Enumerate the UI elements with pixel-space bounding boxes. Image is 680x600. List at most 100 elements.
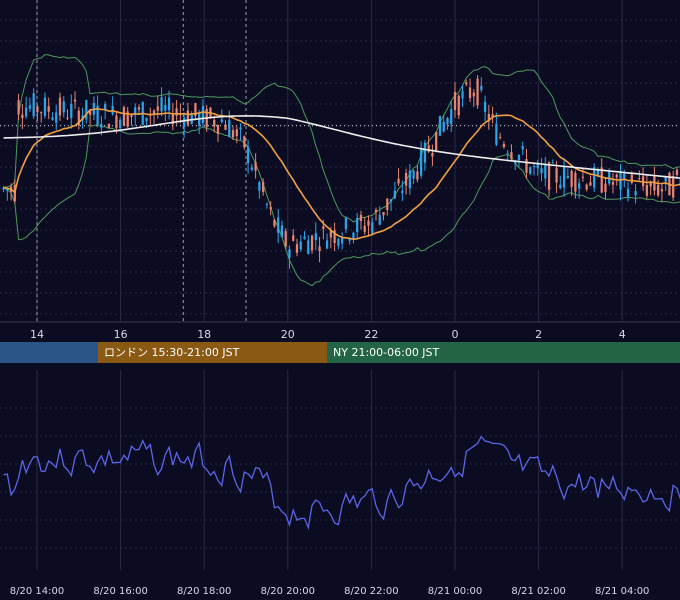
candle[interactable] <box>156 106 159 111</box>
candle[interactable] <box>17 100 20 115</box>
candle[interactable] <box>431 152 434 157</box>
candle[interactable] <box>574 172 577 192</box>
candle[interactable] <box>70 103 73 118</box>
candle[interactable] <box>438 115 442 136</box>
candle[interactable] <box>145 117 148 122</box>
candle[interactable] <box>386 198 389 210</box>
candle[interactable] <box>329 230 332 238</box>
candle[interactable] <box>547 162 551 190</box>
candle[interactable] <box>258 182 261 191</box>
candle[interactable] <box>600 167 603 193</box>
candle[interactable] <box>363 225 366 232</box>
candle[interactable] <box>435 131 438 151</box>
candle[interactable] <box>559 184 562 188</box>
candle[interactable] <box>239 127 242 130</box>
candle[interactable] <box>664 176 667 182</box>
candle[interactable] <box>126 111 129 127</box>
candle[interactable] <box>32 93 35 117</box>
candle[interactable] <box>581 176 585 178</box>
candle[interactable] <box>325 240 329 249</box>
candle[interactable] <box>634 191 637 196</box>
candle[interactable] <box>167 97 171 111</box>
candle[interactable] <box>499 137 502 139</box>
candle[interactable] <box>483 101 487 112</box>
candle[interactable] <box>352 232 355 239</box>
candle[interactable] <box>277 217 280 233</box>
candle[interactable] <box>510 152 513 159</box>
candle[interactable] <box>672 176 675 198</box>
candle[interactable] <box>77 110 80 126</box>
candle[interactable] <box>62 101 65 113</box>
candle[interactable] <box>514 160 517 164</box>
candle[interactable] <box>96 105 99 125</box>
candle[interactable] <box>337 239 340 246</box>
candle[interactable] <box>472 92 475 97</box>
candle[interactable] <box>2 187 5 190</box>
candle[interactable] <box>341 237 344 244</box>
candle[interactable] <box>480 85 483 91</box>
candle[interactable] <box>457 95 460 116</box>
candle[interactable] <box>137 107 141 110</box>
candle[interactable] <box>220 119 223 123</box>
candle[interactable] <box>130 115 133 117</box>
candle[interactable] <box>119 119 122 129</box>
candle[interactable] <box>423 142 427 163</box>
candle[interactable] <box>495 123 498 145</box>
candle[interactable] <box>551 162 554 164</box>
candle[interactable] <box>626 188 630 198</box>
candle[interactable] <box>412 170 415 179</box>
candle[interactable] <box>310 235 314 251</box>
candle[interactable] <box>292 235 295 241</box>
candle[interactable] <box>408 170 411 189</box>
candle[interactable] <box>280 225 284 238</box>
candle[interactable] <box>404 172 408 186</box>
candle[interactable] <box>382 212 385 216</box>
candle[interactable] <box>371 222 374 234</box>
candle[interactable] <box>66 117 69 119</box>
candle[interactable] <box>427 145 430 152</box>
candle[interactable] <box>6 189 9 191</box>
candle[interactable] <box>43 97 47 116</box>
candle[interactable] <box>401 190 404 194</box>
candle[interactable] <box>314 233 317 240</box>
candle[interactable] <box>660 189 664 192</box>
candle[interactable] <box>675 169 679 175</box>
candle[interactable] <box>122 107 126 126</box>
candle[interactable] <box>450 109 453 125</box>
candle[interactable] <box>28 105 32 109</box>
candle[interactable] <box>250 167 253 170</box>
candle[interactable] <box>21 114 24 119</box>
candle[interactable] <box>562 167 566 188</box>
candle[interactable] <box>100 123 103 128</box>
candle[interactable] <box>107 124 111 128</box>
candle[interactable] <box>649 181 652 187</box>
candle[interactable] <box>487 113 490 122</box>
candle[interactable] <box>491 114 494 117</box>
candle[interactable] <box>231 130 235 138</box>
candle[interactable] <box>465 82 468 85</box>
candle[interactable] <box>88 110 92 115</box>
candle[interactable] <box>359 214 363 222</box>
candle[interactable] <box>570 170 573 187</box>
candle[interactable] <box>85 99 88 120</box>
candle[interactable] <box>273 219 276 227</box>
candle[interactable] <box>160 97 163 112</box>
candle[interactable] <box>235 129 238 136</box>
candle[interactable] <box>111 105 114 115</box>
candle[interactable] <box>224 124 227 130</box>
candle[interactable] <box>265 203 269 205</box>
candle[interactable] <box>262 182 265 192</box>
candle[interactable] <box>566 176 569 178</box>
candle[interactable] <box>645 185 648 196</box>
candle[interactable] <box>104 104 107 110</box>
candle[interactable] <box>378 214 381 225</box>
candle[interactable] <box>303 236 306 239</box>
candle[interactable] <box>175 108 178 116</box>
candle[interactable] <box>348 238 351 241</box>
candle[interactable] <box>51 117 54 120</box>
candle[interactable] <box>453 91 457 111</box>
candle[interactable] <box>596 169 600 176</box>
candle[interactable] <box>506 153 509 155</box>
candle[interactable] <box>416 171 419 180</box>
